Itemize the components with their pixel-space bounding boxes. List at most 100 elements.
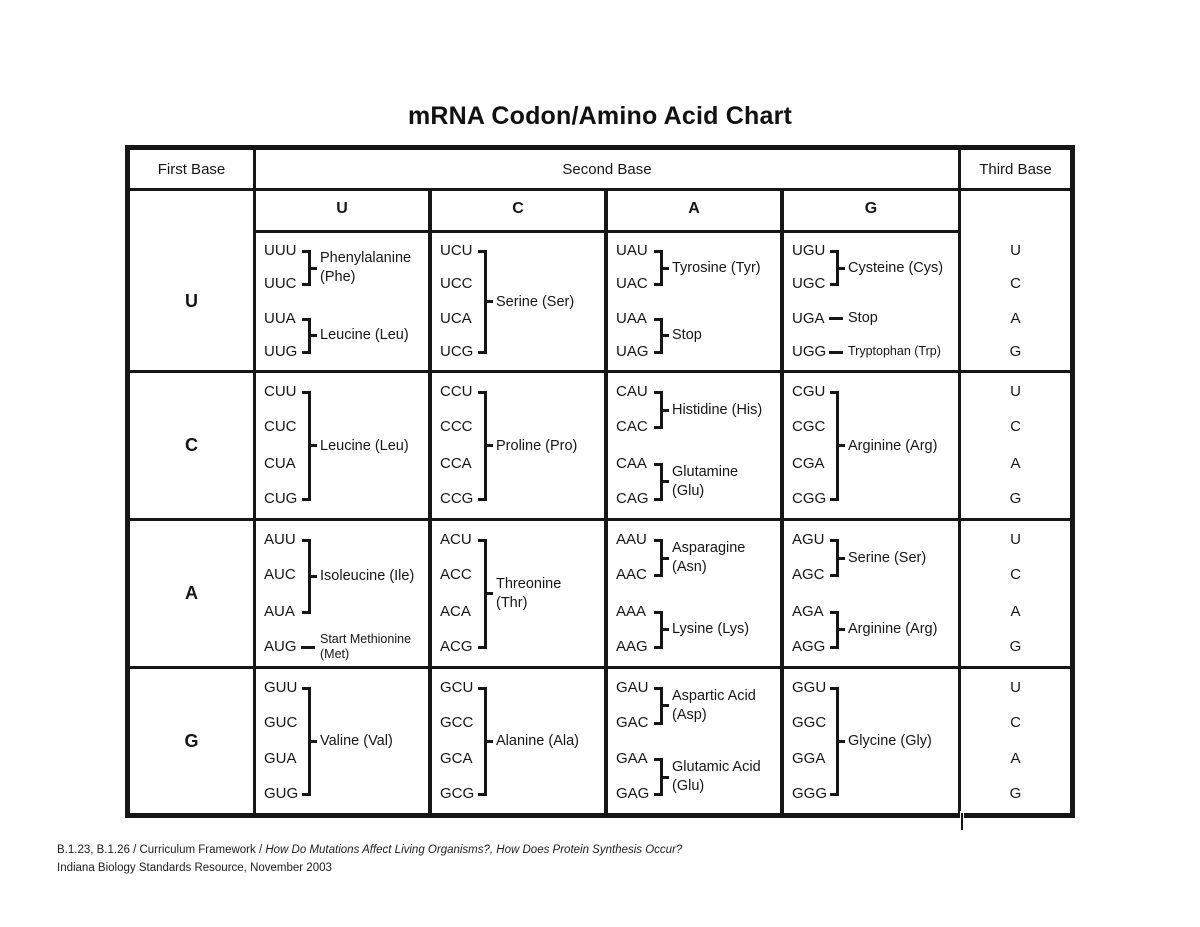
codon-ucu: UCU <box>440 241 473 259</box>
amino-acid-label: Glutamine (Glu) <box>672 463 738 501</box>
bracket-tick <box>660 704 669 708</box>
bracket-connector <box>830 686 845 797</box>
bracket-connector <box>302 390 317 502</box>
codon-gau: GAU <box>616 678 649 696</box>
codon-agc: AGC <box>792 566 825 584</box>
third-base-letter: C <box>1010 566 1021 584</box>
amino-acid-label-line: (Asn) <box>672 559 707 576</box>
amino-acid-label: Arginine (Arg) <box>848 620 937 639</box>
footer-standards-text: B.1.23, B.1.26 / Curriculum Framework / <box>57 844 266 856</box>
amino-acid-label: Threonine (Thr) <box>496 575 561 613</box>
amino-acid-label: Lysine (Lys) <box>672 620 749 639</box>
grid-line-vertical <box>780 188 784 813</box>
codon-cell: CCU CCC CCA CCG Proline (Pro) <box>432 370 604 518</box>
amino-acid-label-line: Tyrosine (Tyr) <box>672 259 761 276</box>
third-base-letter: A <box>1010 602 1021 620</box>
bracket-connector <box>830 538 845 578</box>
grid-line-horizontal <box>130 188 1070 191</box>
bracket-connector <box>478 390 493 502</box>
amino-acid-label: Phenylalanine (Phe) <box>320 249 411 287</box>
codon-ggu: GGU <box>792 678 827 696</box>
codon-uga: UGA <box>792 309 825 327</box>
amino-acid-label: Histidine (His) <box>672 401 762 420</box>
bracket-connector <box>654 758 669 797</box>
bracket-connector <box>654 686 669 725</box>
amino-acid-label-line: (Glu) <box>672 778 705 795</box>
bracket-tick <box>660 556 669 560</box>
bracket-connector <box>478 686 493 797</box>
first-base-c: C <box>185 435 198 455</box>
amino-acid-label: Tryptophan (Trp) <box>848 344 941 360</box>
codon-cell: GGU GGC GGA GGG Glycine (Gly) <box>784 666 958 813</box>
codon-uaa: UAA <box>616 309 647 327</box>
codon-cell: UAU UAC Tyrosine (Tyr) UAA UAG Stop <box>608 230 780 370</box>
footer-line-1: B.1.23, B.1.26 / Curriculum Framework / … <box>57 842 682 860</box>
bracket-tick <box>836 266 845 270</box>
codon-ccu: CCU <box>440 382 473 400</box>
amino-acid-label: Leucine (Leu) <box>320 326 409 345</box>
bracket-connector <box>830 249 845 287</box>
codon-cuu: CUU <box>264 382 297 400</box>
bracket-tick <box>308 266 317 270</box>
codon-auu: AUU <box>264 530 296 548</box>
codon-ggg: GGG <box>792 785 828 803</box>
third-base-letter: C <box>1010 418 1021 436</box>
amino-acid-label-line: Serine (Ser) <box>496 293 575 310</box>
bracket-tick <box>484 300 493 304</box>
codon-cell: AGU AGC Serine (Ser) AGA AGG Arginine (Arg) <box>784 518 958 666</box>
bracket-tick <box>660 628 669 632</box>
amino-acid-label-line: Proline (Pro) <box>496 437 578 454</box>
codon-cell: UGU UGC Cysteine (Cys) UGA Stop UGG Tryptophan… <box>784 230 958 370</box>
bracket-tick <box>660 408 669 412</box>
amino-acid-label-line: Arginine (Arg) <box>848 437 938 454</box>
codon-cell: GUU GUC GUA GUG Valine (Val) <box>256 666 428 813</box>
codon-cca: CCA <box>440 454 472 472</box>
third-base-letter: G <box>1009 638 1022 656</box>
codon-gag: GAG <box>616 785 650 803</box>
third-base-letter: G <box>1009 490 1022 508</box>
amino-acid-label-line: (Met) <box>320 647 350 662</box>
bracket-connector <box>654 462 669 502</box>
amino-acid-label-line: Histidine (His) <box>672 401 763 418</box>
codon-cuc: CUC <box>264 418 297 436</box>
codon-gug: GUG <box>264 785 299 803</box>
codon-ggc: GGC <box>792 714 827 731</box>
amino-acid-label-line: Start Methionine <box>320 631 412 646</box>
grid-line-vertical <box>428 188 432 813</box>
amino-acid-label: Asparagine (Asn) <box>672 539 745 577</box>
amino-acid-label-line: Valine (Val) <box>320 733 393 749</box>
codon-aaa: AAA <box>616 602 647 620</box>
dash-connector <box>301 645 315 649</box>
bracket-connector <box>654 249 669 287</box>
footer-line-2: Indiana Biology Standards Resource, Nove… <box>57 861 332 874</box>
codon-cgg: CGG <box>792 490 827 508</box>
amino-acid-label: Aspartic Acid (Asp) <box>672 687 756 725</box>
amino-acid-label: Serine (Ser) <box>848 549 926 568</box>
amino-acid-label: Cysteine (Cys) <box>848 259 943 278</box>
codon-cell: AAU AAC Asparagine (Asn) AAA AAG Lysine (Lys) <box>608 518 780 666</box>
amino-acid-label-line: Aspartic Acid <box>672 687 756 704</box>
third-base-letter: G <box>1009 343 1022 361</box>
codon-gca: GCA <box>440 750 473 767</box>
third-base-letter: U <box>1010 382 1021 400</box>
third-base-letter: C <box>1010 714 1021 731</box>
amino-acid-label: Isoleucine (Ile) <box>320 567 414 586</box>
codon-aac: AAC <box>616 566 647 584</box>
amino-acid-label-line: (Phe) <box>320 269 356 286</box>
amino-acid-label-line: Serine (Ser) <box>848 549 927 566</box>
codon-acc: ACC <box>440 566 472 584</box>
amino-acid-label: Start Methionine (Met) <box>320 632 411 663</box>
bracket-tick <box>308 574 317 578</box>
codon-aug: AUG <box>264 638 297 656</box>
codon-uca: UCA <box>440 309 472 327</box>
second-base-letter-a: A <box>688 200 700 217</box>
amino-acid-label: Proline (Pro) <box>496 437 577 456</box>
codon-uag: UAG <box>616 343 649 361</box>
footer-lesson-titles: How Do Mutations Affect Living Organisms… <box>265 844 683 856</box>
codon-gcu: GCU <box>440 678 474 696</box>
codon-gua: GUA <box>264 750 297 767</box>
bracket-tick <box>484 444 493 448</box>
third-base-letter: A <box>1010 309 1021 327</box>
bracket-connector <box>654 610 669 650</box>
